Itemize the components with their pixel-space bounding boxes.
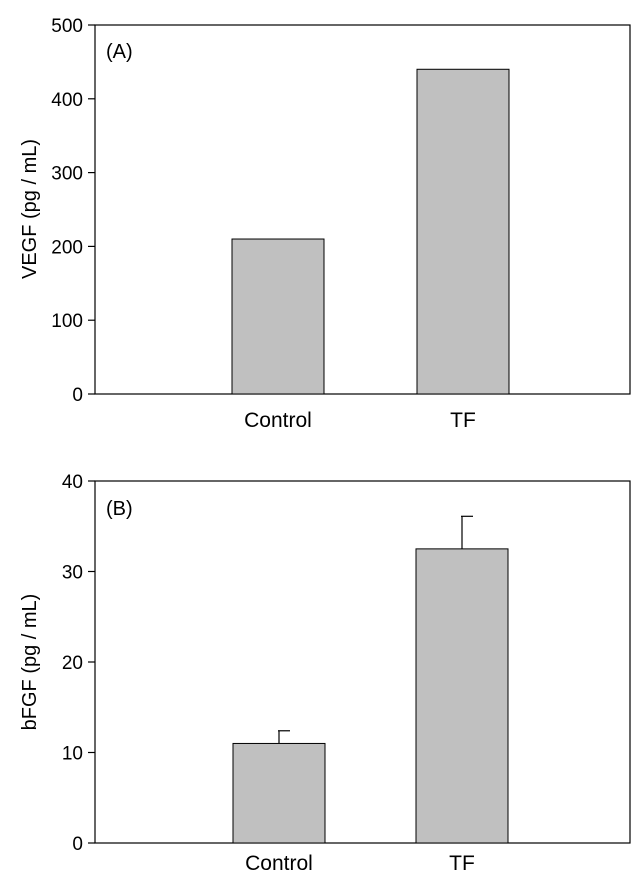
bar-tf xyxy=(416,68,510,395)
bars-a xyxy=(231,68,510,395)
bar-tf xyxy=(415,548,509,844)
bar-control xyxy=(231,238,325,395)
panel-label-b: (B) xyxy=(106,498,133,520)
y-tick-label: 0 xyxy=(72,385,83,406)
bar-control xyxy=(232,742,326,844)
y-tick-label: 400 xyxy=(51,90,83,111)
x-tick-label-control: Control xyxy=(245,852,313,873)
y-tick-label: 500 xyxy=(51,16,83,37)
x-tick-label-tf: TF xyxy=(450,409,476,432)
y-tick-label: 200 xyxy=(51,237,83,258)
x-tick-label-control: Control xyxy=(244,409,312,432)
plot-frame-b xyxy=(94,480,631,844)
y-ticks-a: 0 100 200 300 400 500 xyxy=(51,16,95,406)
y-tick-label: 40 xyxy=(62,472,83,493)
chart-panel-a: (A) VEGF (pg / mL) 0 100 200 300 400 500 Cont… xyxy=(19,16,631,432)
y-tick-label: 100 xyxy=(51,311,83,332)
x-tick-label-tf: TF xyxy=(449,852,475,873)
x-tick-labels-b: Control TF xyxy=(245,852,475,873)
bars-b xyxy=(232,515,509,844)
plot-frame-a xyxy=(94,24,631,395)
y-tick-label: 10 xyxy=(62,744,83,765)
y-tick-label: 300 xyxy=(51,164,83,185)
chart-panel-b: (B) bFGF (pg / mL) 0 10 20 30 40 Control TF xyxy=(19,472,631,873)
y-axis-title-b: bFGF (pg / mL) xyxy=(19,594,41,731)
panel-label-a: (A) xyxy=(106,41,133,63)
y-axis-title-a: VEGF (pg / mL) xyxy=(19,139,41,279)
y-tick-label: 20 xyxy=(62,653,83,674)
y-tick-label: 30 xyxy=(62,563,83,584)
x-tick-labels-a: Control TF xyxy=(244,409,476,432)
y-ticks-b: 0 10 20 30 40 xyxy=(62,472,95,855)
y-tick-label: 0 xyxy=(72,834,83,855)
